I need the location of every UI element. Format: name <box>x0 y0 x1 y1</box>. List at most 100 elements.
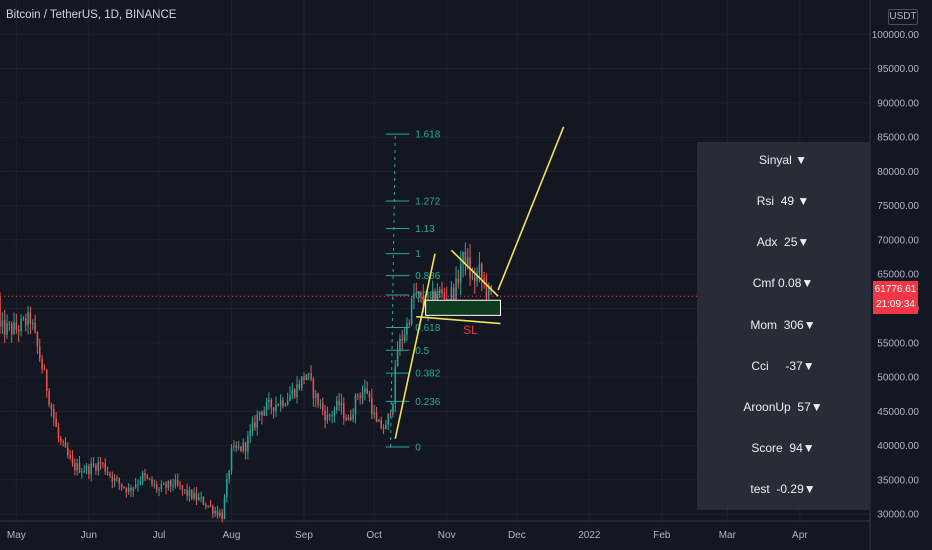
candle-body <box>223 497 226 520</box>
candle-body <box>97 462 99 471</box>
indicator-row-score: Score 94▼ <box>751 441 815 455</box>
indicator-row-aroonup: AroonUp 57▼ <box>743 400 823 414</box>
candle-body <box>396 350 399 367</box>
candle-body <box>233 445 235 448</box>
candle-body <box>284 404 287 406</box>
candle-body <box>431 290 434 300</box>
candle-body <box>1 320 4 327</box>
candle-body <box>22 318 25 320</box>
candle-body <box>130 487 132 491</box>
candle-body <box>403 334 406 341</box>
candle-body <box>338 400 340 406</box>
indicator-row-cmf: Cmf 0.08▼ <box>752 276 814 290</box>
candle-body <box>268 399 270 402</box>
candle-body <box>354 395 357 415</box>
candle-body <box>31 322 34 324</box>
candle-body <box>387 413 389 425</box>
candle-body <box>146 475 149 479</box>
candle-body <box>399 338 401 351</box>
candle-body <box>336 400 338 411</box>
candle-body <box>55 418 57 427</box>
candle-body <box>10 323 13 334</box>
candle-body <box>125 487 128 493</box>
candle-body <box>64 442 67 448</box>
price-tick-label: 40000.00 <box>877 441 919 452</box>
candle-body <box>111 475 114 482</box>
candle-body <box>193 492 195 499</box>
candle-body <box>394 366 397 404</box>
candle-body <box>345 418 347 421</box>
candle-body <box>38 346 41 360</box>
time-tick-label: Dec <box>508 530 526 541</box>
candle-body <box>401 338 404 341</box>
candle-body <box>436 294 439 302</box>
candle-body <box>282 399 284 406</box>
candle-body <box>298 384 301 389</box>
candle-body <box>471 276 474 278</box>
candle-body <box>219 512 221 516</box>
candle-body <box>265 401 268 411</box>
candle-body <box>214 510 216 514</box>
candle-body <box>368 393 371 398</box>
price-tick-label: 65000.00 <box>877 270 919 281</box>
fib-level-label: 1 <box>415 249 421 260</box>
fib-level-label: 1.618 <box>415 130 440 141</box>
candle-body <box>102 462 104 464</box>
candle-body <box>151 479 153 485</box>
candle-body <box>104 463 107 472</box>
candle-body <box>258 411 261 415</box>
candle-body <box>85 466 88 472</box>
candle-body <box>113 477 116 482</box>
candle-body <box>176 479 179 485</box>
candle-body <box>408 323 411 325</box>
candle-body <box>303 376 305 380</box>
candle-body <box>134 484 137 488</box>
candle-body <box>343 402 345 419</box>
price-tick-label: 90000.00 <box>877 98 919 109</box>
candle-body <box>95 465 97 471</box>
candle-body <box>169 480 172 486</box>
candle-body <box>452 287 455 301</box>
candle-body <box>153 484 156 486</box>
chart-title: Bitcoin / TetherUS, 1D, BINANCE <box>6 9 177 21</box>
candle-body <box>139 481 142 484</box>
trend-line <box>497 126 565 291</box>
candle-body <box>469 257 471 278</box>
candle-body <box>434 290 436 302</box>
trend-lines <box>394 126 565 439</box>
candle-body <box>183 489 186 491</box>
candle-body <box>455 278 457 301</box>
fib-trend-line <box>390 134 396 447</box>
candle-body <box>78 463 81 473</box>
candle-body <box>481 264 483 279</box>
candle-body <box>462 251 464 265</box>
price-tick-label: 70000.00 <box>877 235 919 246</box>
candle-body <box>71 458 74 463</box>
fib-level-label: 1.272 <box>415 197 440 208</box>
candle-body <box>275 404 277 411</box>
candle-body <box>378 420 380 422</box>
currency-label[interactable]: USDT <box>888 9 918 25</box>
fibonacci-retracement: 1.6181.2721.1310.8860.7860.6180.50.3820.… <box>385 130 441 453</box>
candle-body <box>167 480 170 488</box>
candle-body <box>473 276 476 282</box>
candle-body <box>3 320 6 335</box>
candle-body <box>291 389 294 396</box>
price-tick-label: 85000.00 <box>877 133 919 144</box>
candle-body <box>279 399 282 406</box>
candle-body <box>106 471 109 474</box>
candle-body <box>92 463 95 466</box>
candle-body <box>212 506 214 514</box>
candle-body <box>321 403 324 411</box>
candle-body <box>137 483 139 485</box>
time-tick-label: Sep <box>295 530 313 541</box>
candle-body <box>36 332 39 347</box>
candle-body <box>155 484 158 490</box>
candle-body <box>195 492 198 500</box>
candle-body <box>483 278 485 283</box>
candle-body <box>310 373 312 380</box>
candle-body <box>53 409 55 419</box>
time-tick-label: Apr <box>792 530 808 541</box>
candle-body <box>62 441 64 443</box>
candle-body <box>123 486 125 488</box>
